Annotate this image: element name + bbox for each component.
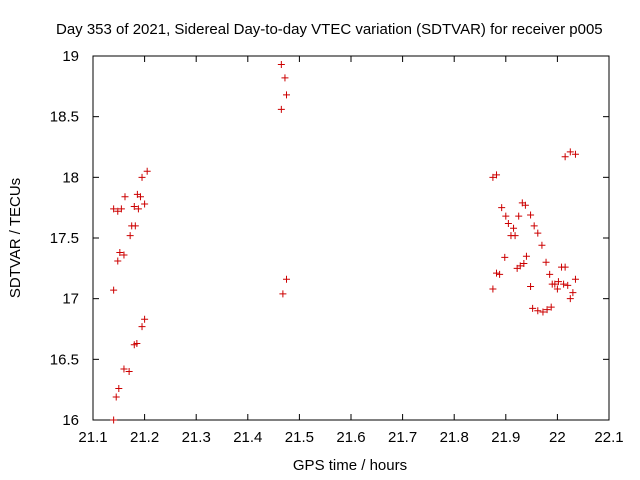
data-point [112,393,120,401]
data-point [566,295,574,303]
data-point [551,280,559,288]
data-point [516,262,524,270]
data-point [116,249,124,257]
x-tick-label: 21.9 [491,429,520,446]
y-tick-label: 16 [62,412,79,429]
data-point [110,286,118,294]
data-point [511,232,519,240]
data-point [114,257,122,265]
data-point [543,306,551,314]
x-tick-label: 21.4 [233,429,262,446]
x-tick-label: 22.1 [594,429,623,446]
data-point [498,204,506,212]
data-point [125,367,133,375]
data-point [561,263,569,271]
data-point [120,251,128,259]
data-point [110,416,118,424]
x-tick-label: 21.6 [336,429,365,446]
data-point [489,173,497,181]
y-axis-label: SDTVAR / TECUs [7,178,24,298]
x-tick-label: 21.2 [130,429,159,446]
data-point [138,173,146,181]
y-tick-label: 19 [62,48,79,65]
data-point [110,205,118,213]
y-tick-label: 16.5 [50,351,79,368]
chart-title: Day 353 of 2021, Sidereal Day-to-day VTE… [56,21,603,38]
data-point [553,285,561,293]
data-point [136,193,144,201]
data-point [283,275,290,283]
data-point [510,224,518,232]
data-point [133,340,141,348]
data-point [542,258,550,266]
x-tick-label: 21.7 [388,429,417,446]
data-point [534,229,542,237]
x-tick-label: 21.5 [285,429,314,446]
data-point [130,202,138,210]
data-point [527,283,535,291]
y-axis: 16 16.5 17 17.5 18 18.5 19 [50,48,609,429]
x-tick-label: 21.8 [440,429,469,446]
data-point [126,232,134,240]
data-point [546,270,554,278]
x-axis: 21.1 21.2 21.3 21.4 21.5 21.6 21.7 21.8 21.9 22 22… [78,56,624,446]
x-axis-label: GPS time / hours [293,457,407,474]
data-point [530,222,538,230]
data-point [534,307,542,315]
data-point [281,74,289,82]
data-point [115,384,123,392]
data-series-sdtvar [110,60,579,424]
x-tick-label: 22 [549,429,566,446]
data-point [279,290,287,298]
data-point [141,200,149,208]
data-point [566,148,574,156]
data-point [569,289,577,297]
data-point [117,205,125,213]
x-tick-label: 21.3 [182,429,211,446]
y-tick-label: 17 [62,291,79,308]
data-point [501,253,509,261]
data-point [522,252,530,260]
data-point [138,323,146,331]
data-point [504,219,512,227]
data-point [520,259,528,267]
data-point [539,308,547,316]
data-point [120,365,128,373]
data-point [283,91,290,99]
data-point [277,105,285,113]
data-point [564,281,572,289]
data-point [493,171,501,179]
data-point [489,285,497,293]
data-point [114,207,122,215]
data-point [560,280,568,288]
data-point [529,304,537,312]
data-point [502,212,510,220]
data-point [515,212,523,220]
y-tick-label: 17.5 [50,230,79,247]
data-point [547,303,555,311]
data-point [521,201,529,209]
data-point [496,270,504,278]
data-point [493,269,501,277]
y-tick-label: 18 [62,169,79,186]
y-tick-label: 18.5 [50,109,79,126]
plot-area-frame [92,55,610,421]
x-tick-label: 21.1 [78,429,107,446]
data-point [131,222,139,230]
data-point [121,193,129,201]
data-point [554,278,562,286]
data-point [143,167,151,175]
data-point [277,60,285,68]
data-point [141,315,149,323]
data-point [134,205,142,213]
data-point [571,275,579,283]
data-point [561,153,569,161]
data-point [538,241,546,249]
data-point [527,211,535,219]
data-point [571,150,579,158]
